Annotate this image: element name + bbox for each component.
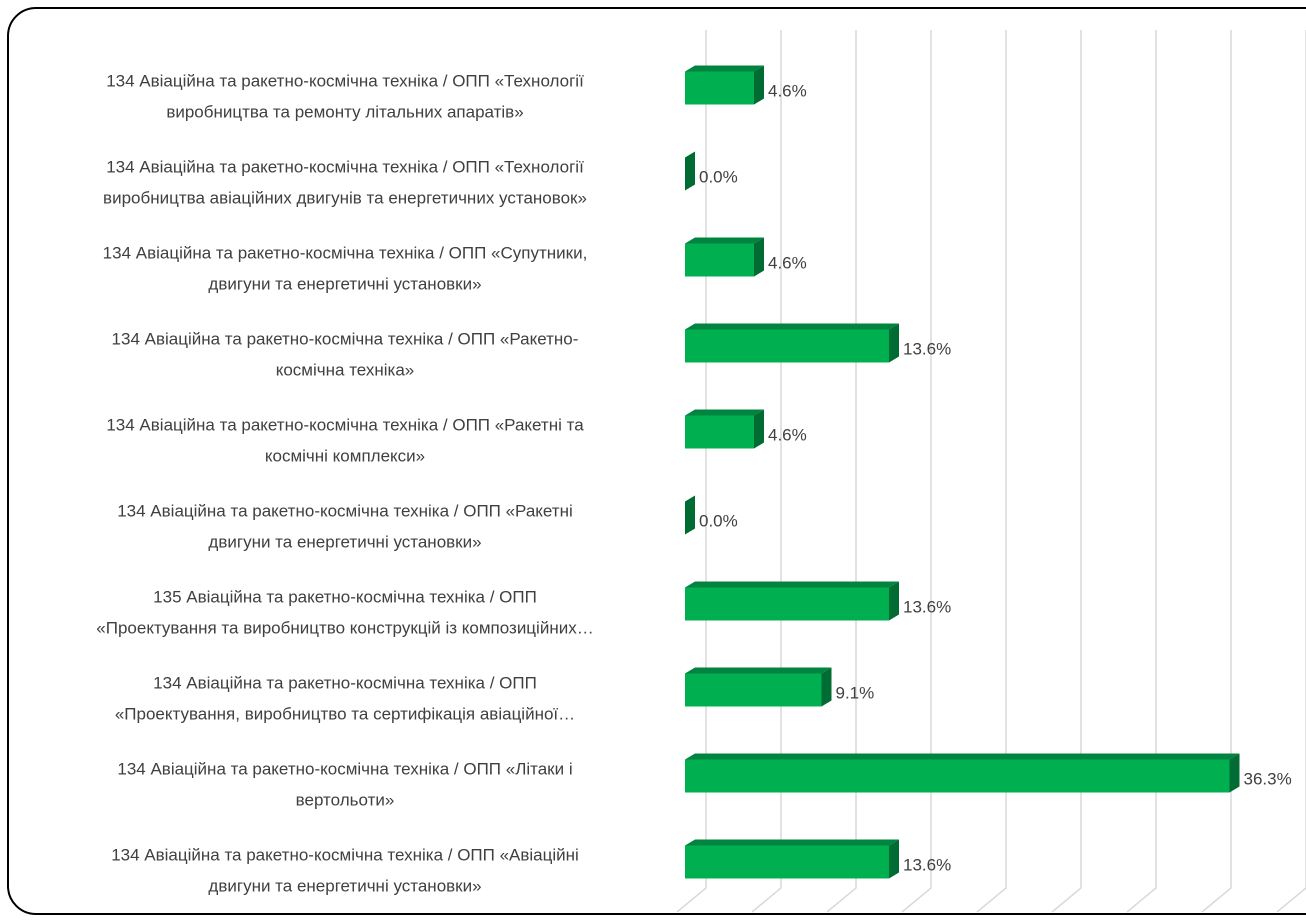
bar-top — [685, 753, 1240, 760]
category-label: 134 Авіаційна та ракетно-космічна технік… — [106, 415, 584, 434]
grid-line — [1051, 30, 1082, 913]
category-label: космічні комплекси» — [265, 446, 425, 465]
bar — [685, 845, 889, 879]
bar-side — [685, 495, 695, 535]
category-label: 134 Авіаційна та ракетно-космічна технік… — [117, 759, 572, 778]
bar — [685, 329, 889, 363]
value-label: 36.3% — [1244, 769, 1292, 788]
category-label: 134 Авіаційна та ракетно-космічна технік… — [111, 845, 579, 864]
category-label: «Проектування та виробництво конструкцій… — [96, 618, 593, 637]
value-label: 13.6% — [903, 597, 951, 616]
category-label: двигуни та енергетичні установки» — [208, 274, 481, 293]
category-label: двигуни та енергетичні установки» — [208, 876, 481, 895]
grid-line — [676, 30, 707, 913]
value-label: 13.6% — [903, 339, 951, 358]
value-label: 9.1% — [836, 683, 875, 702]
bar-side — [754, 409, 764, 449]
bar — [685, 415, 754, 449]
category-label: 134 Авіаційна та ракетно-космічна технік… — [106, 71, 584, 90]
grid-line — [976, 30, 1007, 913]
category-label: космічна техніка» — [276, 360, 415, 379]
bar — [685, 243, 754, 277]
category-label: 135 Авіаційна та ракетно-космічна технік… — [153, 587, 537, 606]
bar-side — [821, 667, 832, 707]
bar — [685, 673, 822, 707]
value-label: 0.0% — [699, 511, 738, 530]
bar-top — [685, 839, 899, 846]
grid-line — [826, 30, 857, 913]
grid-line — [751, 30, 782, 913]
bar-top — [685, 581, 899, 588]
bar-top — [685, 409, 764, 416]
chart-border — [7, 7, 1306, 915]
category-label: 134 Авіаційна та ракетно-космічна технік… — [103, 243, 588, 262]
category-label: двигуни та енергетичні установки» — [208, 532, 481, 551]
category-label: 134 Авіаційна та ракетно-космічна технік… — [153, 673, 537, 692]
bar — [685, 587, 889, 621]
bar-side — [754, 65, 764, 105]
value-label: 4.6% — [768, 253, 807, 272]
bar-side — [889, 323, 899, 363]
category-label: виробництва авіаційних двигунів та енерг… — [103, 188, 587, 207]
bar-top — [685, 323, 899, 330]
grid-line — [1201, 30, 1232, 913]
bar — [685, 71, 754, 105]
bar-side — [754, 237, 764, 277]
value-label: 13.6% — [903, 855, 951, 874]
bar-top — [685, 237, 764, 244]
bar-top — [685, 65, 764, 72]
category-label: «Проектування, виробництво та сертифікац… — [115, 704, 575, 723]
grid-line — [901, 30, 932, 913]
grid-line — [1126, 30, 1157, 913]
category-label: 134 Авіаційна та ракетно-космічна технік… — [106, 157, 584, 176]
bar-side — [685, 151, 695, 191]
bar — [685, 759, 1230, 793]
value-label: 4.6% — [768, 81, 807, 100]
category-label: 134 Авіаційна та ракетно-космічна технік… — [117, 501, 573, 520]
category-label: вертольоти» — [296, 790, 395, 809]
value-label: 4.6% — [768, 425, 807, 444]
bar-side — [889, 581, 899, 621]
category-label: виробництва та ремонту літальних апараті… — [166, 102, 523, 121]
bar-side — [889, 839, 899, 879]
grid-line — [1276, 30, 1306, 913]
bar-side — [1229, 753, 1240, 793]
category-label: 134 Авіаційна та ракетно-космічна технік… — [112, 329, 579, 348]
value-label: 0.0% — [699, 167, 738, 186]
bar-top — [685, 667, 832, 674]
